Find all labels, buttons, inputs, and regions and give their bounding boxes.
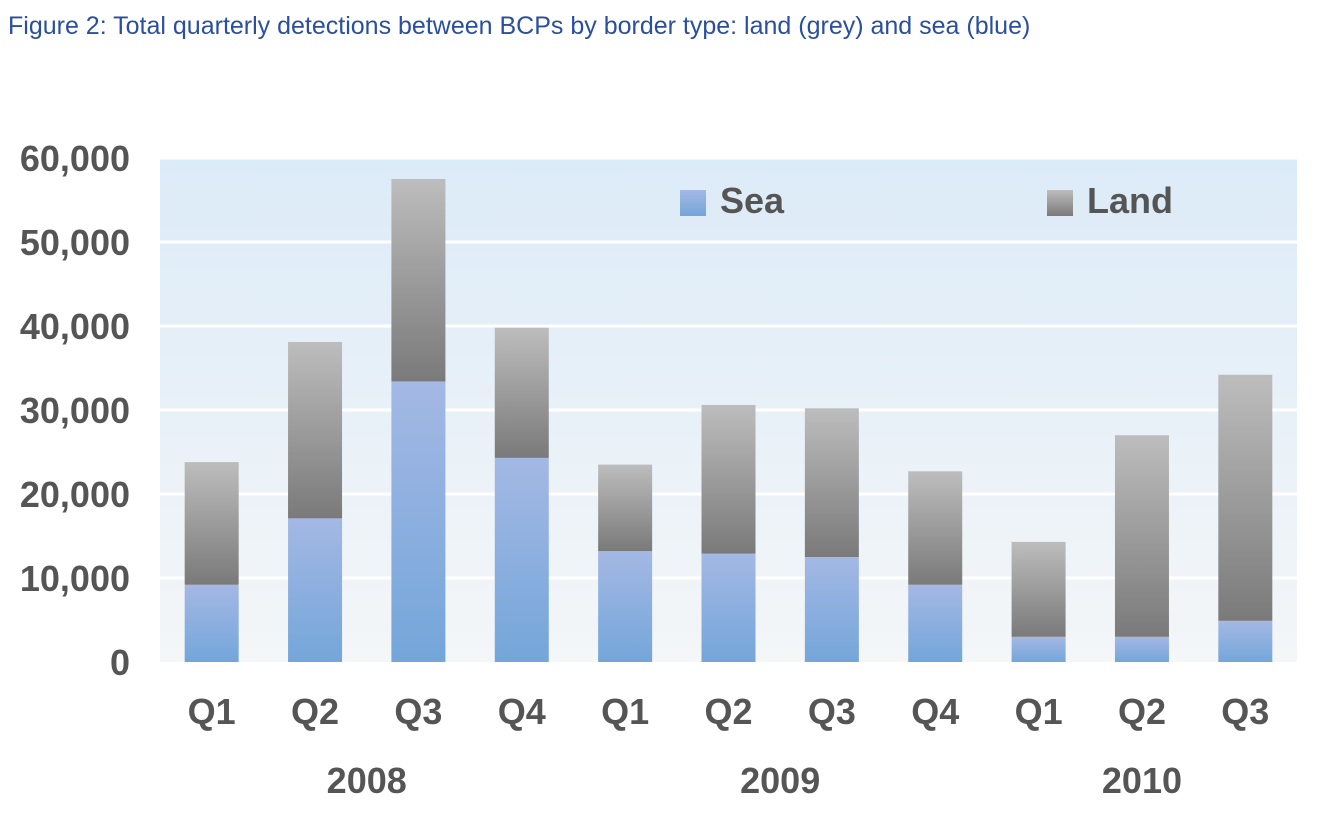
x-tick-label: Q4 (911, 691, 959, 732)
y-tick-label: 50,000 (20, 222, 130, 263)
bar-land (598, 464, 653, 552)
bar-sea (494, 457, 549, 662)
x-tick-label: Q3 (808, 691, 856, 732)
y-tick-label: 0 (110, 642, 130, 683)
x-tick-label: Q3 (1221, 691, 1269, 732)
x-tick-label: Q2 (291, 691, 339, 732)
x-tick-label: Q1 (188, 691, 236, 732)
bar-sea (184, 584, 239, 662)
bar-land (701, 404, 756, 554)
bar-sea (1011, 636, 1066, 662)
y-tick-label: 40,000 (20, 306, 130, 347)
bar-sea (288, 518, 343, 662)
year-label: 2009 (740, 760, 820, 801)
bar-land (494, 327, 549, 458)
x-tick-label: Q1 (601, 691, 649, 732)
year-label: 2008 (327, 760, 407, 801)
year-label: 2010 (1102, 760, 1182, 801)
bar-sea (701, 553, 756, 662)
bar-land (804, 408, 859, 557)
x-tick-label: Q3 (394, 691, 442, 732)
y-tick-label: 30,000 (20, 390, 130, 431)
bar-land (288, 341, 343, 519)
legend-swatch-land (1047, 190, 1073, 216)
x-tick-label: Q2 (1118, 691, 1166, 732)
legend-label-land: Land (1087, 180, 1173, 221)
bar-land (1218, 374, 1273, 621)
bar-land (908, 471, 963, 585)
bar-land (184, 462, 239, 585)
legend-swatch-sea (680, 190, 706, 216)
bar-land (1011, 541, 1066, 637)
bar-sea (598, 551, 653, 662)
x-tick-label: Q4 (498, 691, 546, 732)
x-tick-label: Q2 (704, 691, 752, 732)
bar-land (1114, 435, 1169, 637)
y-tick-label: 20,000 (20, 474, 130, 515)
legend-label-sea: Sea (720, 180, 785, 221)
chart-title: Figure 2: Total quarterly detections bet… (8, 12, 1031, 40)
bar-land (391, 179, 446, 382)
bar-sea (804, 557, 859, 662)
bar-sea (908, 584, 963, 662)
bar-sea (391, 381, 446, 662)
bar-sea (1218, 620, 1273, 662)
y-tick-label: 60,000 (20, 138, 130, 179)
bar-sea (1114, 636, 1169, 662)
y-tick-label: 10,000 (20, 558, 130, 599)
x-tick-label: Q1 (1015, 691, 1063, 732)
